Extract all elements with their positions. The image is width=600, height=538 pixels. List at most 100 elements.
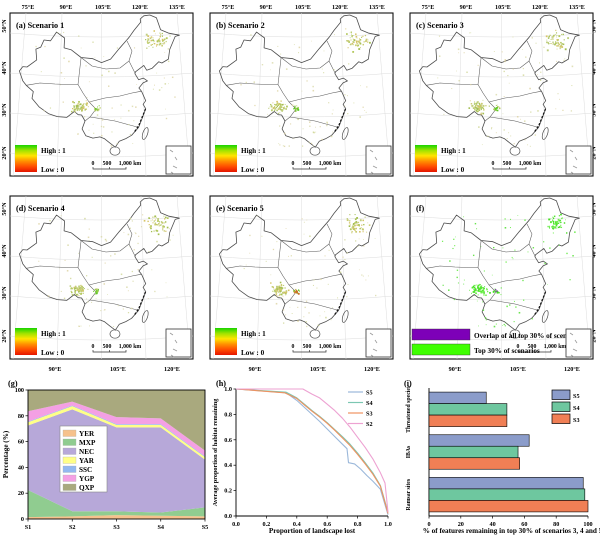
lon-tick: 90°E	[249, 366, 262, 373]
panel-label: (a) Scenario 1	[16, 21, 64, 30]
legend-label: S4	[573, 405, 580, 412]
map-panel-f: 90°E 105°E 120°E 50°N 40°N 30°N 20°N (f) Overlap…	[400, 188, 600, 376]
hainan-island	[509, 146, 521, 156]
panel-label: (i)	[404, 379, 412, 388]
y-tick-label: 40	[18, 464, 24, 471]
y-axis-label: Percentage (%)	[2, 430, 10, 478]
bar-S4-2	[428, 488, 586, 501]
x-tick-label: 40	[490, 521, 496, 528]
china-outline	[219, 14, 380, 148]
ramp-legend: High : 1 Low : 0	[15, 328, 66, 357]
china-outline	[19, 14, 180, 148]
legend-label: S2	[366, 421, 373, 428]
priority-speckles	[243, 213, 377, 330]
overlap-legend-label: Top 30% of scenarios	[474, 347, 540, 355]
map-panel-d: 90°E 105°E 120°E 50°N 40°N 30°N 20°N (d) Scenar…	[0, 188, 200, 376]
hainan-island	[109, 329, 121, 339]
line-S3	[235, 388, 389, 514]
x-tick-label: 60	[521, 521, 527, 528]
ramp-high-label: High : 1	[241, 147, 266, 155]
y-tick-label: 0.2	[224, 488, 232, 495]
priority-speckles	[35, 30, 176, 147]
legend-label: S5	[366, 390, 373, 397]
ramp-low-label: Low : 0	[241, 166, 265, 174]
scale-label: 1,000 km	[544, 344, 567, 350]
feature-bars	[428, 391, 589, 513]
lat-tick: 20°N	[591, 146, 598, 160]
x-tick-label: S2	[69, 524, 76, 531]
lat-tick: 30°N	[1, 286, 8, 300]
lat-tick: 30°N	[591, 103, 598, 117]
map-d-svg: 90°E 105°E 120°E 50°N 40°N 30°N 20°N (d) Scenar…	[1, 195, 194, 373]
ramp-low-label: Low : 0	[241, 349, 265, 357]
scale-label: 500	[503, 161, 512, 167]
y-tick-label: 1.0	[224, 386, 232, 393]
taiwan-island	[341, 127, 349, 140]
ramp-high-label: High : 1	[41, 147, 66, 155]
scale-bar: 0 500 1,000 km	[92, 161, 141, 170]
coast-dark-cells	[133, 108, 147, 133]
lon-tick: 105°E	[95, 4, 111, 11]
coast-dark-cells	[333, 291, 347, 316]
area-MXP	[28, 489, 205, 518]
legend-label: YAR	[79, 457, 95, 465]
y-tick-label: 0	[21, 516, 24, 523]
y-tick-label: 0.4	[224, 462, 232, 469]
chart-i-legend: S5 S4 S3	[551, 389, 580, 424]
scale-label: 1,000 km	[319, 344, 342, 350]
map-c-svg: 75°E 90°E 105°E 120°E 135°E 50°N 40°N 30°N 20°N (…	[409, 4, 598, 177]
scale-label: 0	[492, 161, 495, 167]
legend-label: QXP	[79, 484, 95, 492]
x-tick-label: 100	[583, 521, 592, 528]
lon-tick: 120°E	[164, 366, 180, 373]
lon-tick: 105°E	[510, 366, 526, 373]
panel-label: (f)	[416, 204, 424, 213]
map-e-svg: 90°E 105°E 120°E (e) Scenario 5 High : 1 Low …	[209, 195, 394, 373]
panel-label: (d) Scenario 4	[16, 204, 65, 213]
map-panel-e: 90°E 105°E 120°E (e) Scenario 5 High : 1 Low …	[200, 188, 400, 376]
hainan-island	[509, 329, 521, 339]
ramp-low-label: Low : 0	[441, 166, 465, 174]
scale-bar: 0 500 1,000 km	[92, 344, 142, 353]
map-panel-c: 75°E 90°E 105°E 120°E 135°E 50°N 40°N 30°N 20°N (…	[400, 0, 600, 188]
lat-tick: 20°N	[1, 146, 8, 160]
lat-tick: 40°N	[1, 61, 8, 75]
scale-bar: 0 500 1,000 km	[517, 344, 567, 353]
area-YER	[28, 515, 205, 519]
lat-tick: 50°N	[1, 19, 8, 33]
line-S4	[235, 388, 389, 513]
map-a-svg: 75°E 90°E 105°E 120°E 135°E 50°N 40°N 30°N 20°N (…	[1, 4, 194, 177]
scale-label: 0	[517, 344, 520, 350]
scale-label: 0	[292, 344, 295, 350]
bar-S3-0	[428, 414, 508, 427]
bar-S3-2	[428, 500, 589, 513]
ramp-legend: High : 1 Low : 0	[215, 328, 266, 357]
lon-tick: 90°E	[460, 4, 473, 11]
x-tick-label: 0.0	[232, 521, 240, 528]
x-axis-label: % of features remaining in top 30% of sc…	[423, 527, 600, 535]
x-tick-label: 0	[427, 521, 430, 528]
area-QXP	[28, 390, 205, 451]
hainan-island	[109, 146, 121, 156]
y-tick-label: 0.8	[224, 411, 232, 418]
bar-S3-1	[428, 457, 520, 470]
map-panel-a: 75°E 90°E 105°E 120°E 135°E 50°N 40°N 30°N 20°N (…	[0, 0, 200, 188]
scale-label: 1,000 km	[119, 344, 142, 350]
priority-speckles	[38, 214, 174, 328]
x-axis-label: Proportion of landscape lost	[269, 527, 356, 535]
lon-tick: 105°E	[495, 4, 511, 11]
stacked-areas	[28, 390, 205, 519]
coast-dark-cells	[533, 108, 547, 133]
lon-tick: 135°E	[369, 4, 385, 11]
sea-inset	[165, 145, 192, 175]
lat-tick: 20°N	[1, 329, 8, 343]
bar-S5-1	[428, 434, 530, 447]
x-tick-label: 1.0	[384, 521, 392, 528]
taiwan-island	[341, 310, 349, 323]
region-boundaries	[26, 40, 142, 128]
legend-label: SSC	[79, 466, 92, 474]
ramp-high-label: High : 1	[441, 147, 466, 155]
scale-label: 0	[292, 161, 295, 167]
china-outline	[219, 197, 380, 331]
scale-label: 500	[103, 161, 112, 167]
